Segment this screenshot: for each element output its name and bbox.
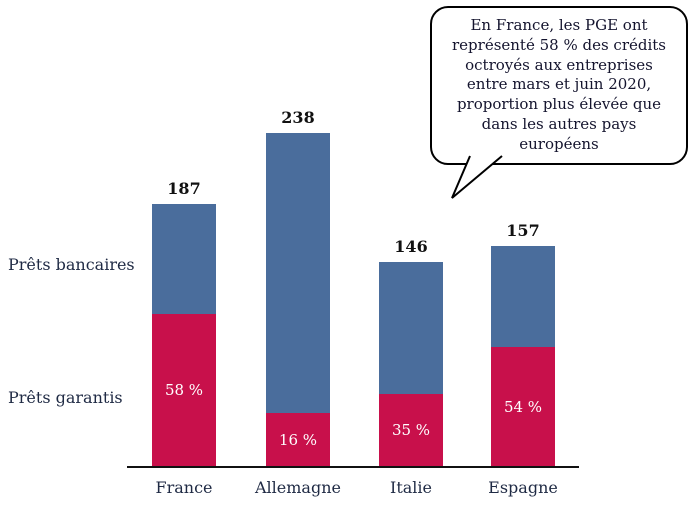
guaranteed-pct-label-france: 58 % — [164, 381, 204, 399]
segment-bank-loans-france — [152, 204, 216, 314]
callout-tail — [451, 155, 503, 199]
segment-guaranteed-loans-france: 58 % — [152, 314, 216, 466]
category-label-france: France — [155, 478, 213, 497]
segment-bank-loans-espagne — [491, 246, 555, 347]
total-label-espagne: 157 — [506, 221, 540, 240]
bar-france: 58 % — [152, 204, 216, 466]
segment-guaranteed-loans-allemagne: 16 % — [266, 413, 330, 466]
x-axis-line — [127, 466, 579, 468]
segment-bank-loans-italie — [379, 262, 443, 394]
callout-speech-bubble: En France, les PGE ont représenté 58 % d… — [430, 6, 688, 165]
bar-italie: 35 % — [379, 262, 443, 466]
category-label-espagne: Espagne — [488, 478, 558, 497]
guaranteed-pct-label-allemagne: 16 % — [278, 430, 318, 449]
guaranteed-pct-label-espagne: 54 % — [503, 397, 543, 416]
total-label-allemagne: 238 — [281, 108, 315, 127]
category-label-allemagne: Allemagne — [255, 478, 341, 497]
bar-espagne: 54 % — [491, 246, 555, 466]
series-label-guaranteed-loans: Prêts garantis — [8, 388, 123, 407]
total-label-italie: 146 — [394, 237, 428, 256]
segment-guaranteed-loans-italie: 35 % — [379, 394, 443, 466]
segment-bank-loans-allemagne — [266, 133, 330, 413]
total-label-france: 187 — [167, 179, 201, 198]
series-label-bank-loans: Prêts bancaires — [8, 255, 135, 274]
category-label-italie: Italie — [390, 478, 432, 497]
guaranteed-pct-label-italie: 35 % — [391, 421, 431, 439]
bar-allemagne: 16 % — [266, 133, 330, 466]
segment-guaranteed-loans-espagne: 54 % — [491, 347, 555, 466]
